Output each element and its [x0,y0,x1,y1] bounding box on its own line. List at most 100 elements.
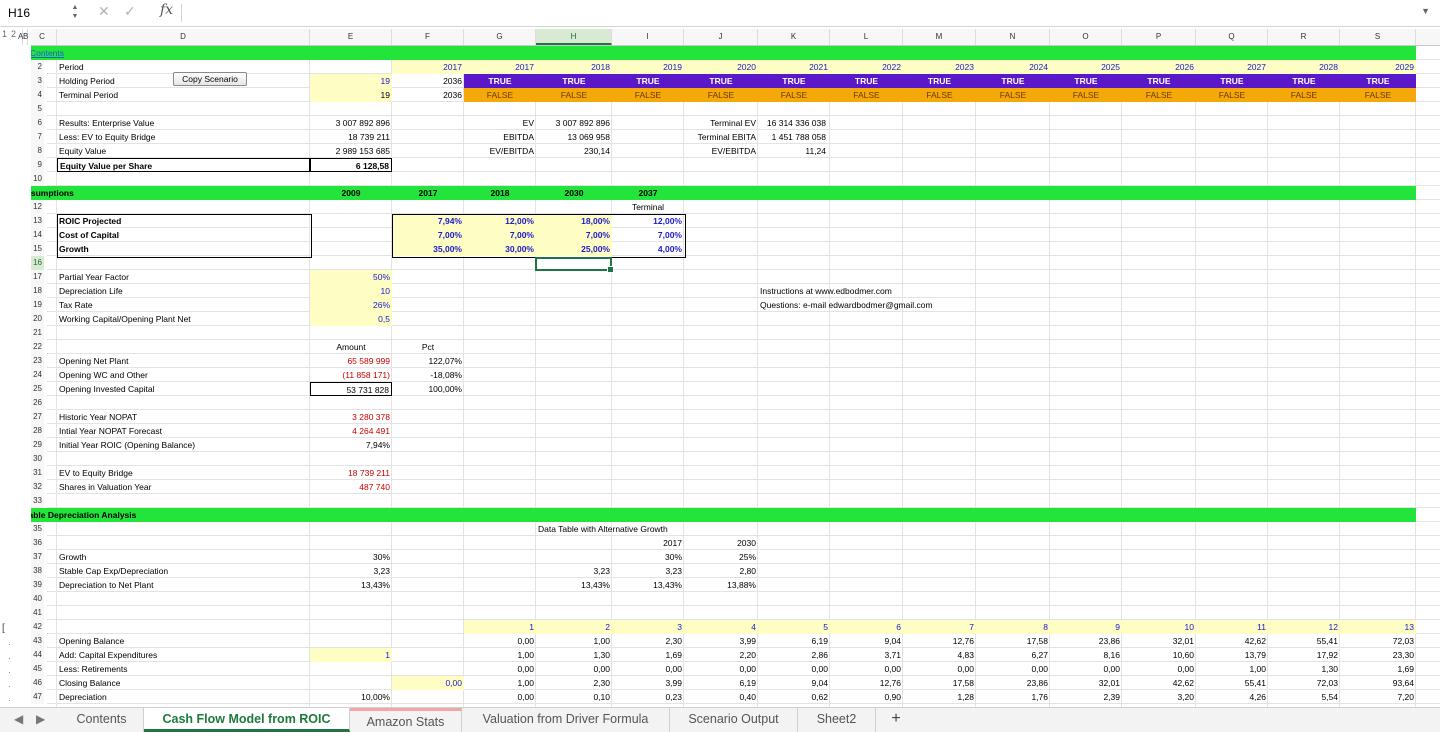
value-cell[interactable]: 10,00% [361,692,390,702]
row-header[interactable]: 12 [31,200,44,214]
value-cell[interactable]: 1,28 [957,692,974,702]
label-cell[interactable]: Cost of Capital [59,230,119,240]
name-box[interactable]: H16 [8,6,31,20]
value-cell[interactable]: 2,30 [593,678,610,688]
input-cell[interactable]: 0,00 [445,678,462,688]
label-cell[interactable]: Less: EV to Equity Bridge [59,132,156,142]
row-header[interactable]: 33 [31,494,44,508]
value-cell[interactable]: 6,19 [739,678,756,688]
column-header-e[interactable]: E [310,29,392,45]
flag-cell[interactable]: TRUE [1147,76,1171,86]
row-header[interactable]: 13 [31,214,44,228]
value-cell[interactable]: 1,30 [593,650,610,660]
value-cell[interactable]: 3,99 [665,678,682,688]
tab-cash-flow-model[interactable]: Cash Flow Model from ROIC [144,708,350,732]
value-cell[interactable]: 16 314 336 038 [766,118,826,128]
row-header[interactable]: 21 [31,326,44,340]
row-header[interactable]: 36 [31,536,44,550]
row-header[interactable]: 30 [31,452,44,466]
input-cell[interactable]: 0,5 [378,314,390,324]
column-header-a[interactable]: A [18,29,23,45]
input-cell[interactable]: 7,94% [437,216,462,226]
label-cell[interactable]: Stable Cap Exp/Depreciation [59,566,169,576]
row-header[interactable]: 7 [31,130,44,144]
flag-cell[interactable]: TRUE [1366,76,1390,86]
year-cell[interactable]: 2022 [882,62,901,72]
column-header-p[interactable]: P [1122,29,1196,45]
expand-formula-icon[interactable]: ▼ [1421,6,1430,16]
row-header[interactable]: 24 [31,368,44,382]
value-cell[interactable]: 2017 [663,538,682,548]
value-cell[interactable]: 23,86 [1026,678,1048,688]
confirm-icon[interactable]: ✓ [124,3,136,19]
row-header[interactable]: 28 [31,424,44,438]
index-cell[interactable]: 7 [969,622,974,632]
value-cell[interactable]: 13,88% [727,580,756,590]
value-cell[interactable]: 25% [738,552,756,562]
row-header[interactable]: 3 [31,74,44,88]
value-cell[interactable]: 0,00 [1103,664,1120,674]
year-cell[interactable]: 2024 [1029,62,1048,72]
flag-cell[interactable]: FALSE [926,90,953,100]
tab-sheet2[interactable]: Sheet2 [798,708,876,732]
tab-scenario-output[interactable]: Scenario Output [670,708,798,732]
year-cell[interactable]: 2019 [663,62,682,72]
value-cell[interactable]: 42,62 [1172,678,1194,688]
column-header-c[interactable]: C [28,29,57,45]
column-header-m[interactable]: M [903,29,976,45]
input-cell[interactable]: 26% [372,300,390,310]
add-sheet-button[interactable]: + [891,710,901,727]
row-header[interactable]: 6 [31,116,44,130]
value-cell[interactable]: 0,00 [517,664,534,674]
label-cell[interactable]: Partial Year Factor [59,272,129,282]
value-cell[interactable]: 32,01 [1098,678,1120,688]
value-cell[interactable]: 2017 [443,62,462,72]
value-cell[interactable]: 23,30 [1392,650,1414,660]
year-cell[interactable]: 2027 [1247,62,1266,72]
value-cell[interactable]: 13 069 958 [567,132,610,142]
row-header[interactable]: 16 [31,256,44,270]
value-cell[interactable]: 3 007 892 896 [335,118,390,128]
value-cell[interactable]: 1,00 [1249,664,1266,674]
year-cell[interactable]: 2018 [591,62,610,72]
value-cell[interactable]: 3,20 [1177,692,1194,702]
contents-link[interactable]: Contents [31,48,65,58]
flag-cell[interactable]: TRUE [488,76,512,86]
row-header[interactable]: 20 [31,312,44,326]
row-header[interactable]: 32 [31,480,44,494]
value-cell[interactable]: 3,71 [884,650,901,660]
section-title[interactable]: Stable Depreciation Analysis [31,510,137,520]
value-cell[interactable]: 13,43% [581,580,610,590]
value-cell[interactable]: 3 007 892 896 [555,118,610,128]
label-cell[interactable]: Working Capital/Opening Plant Net [59,314,191,324]
flag-cell[interactable]: FALSE [486,90,514,100]
worksheet-grid[interactable]: 1234567891011121314151617181920212223242… [31,46,1440,707]
value-cell[interactable]: 0,23 [665,692,682,702]
input-cell[interactable]: 7,00% [437,230,462,240]
input-cell[interactable]: 10 [380,286,390,296]
label-cell[interactable]: Data Table with Alternative Growth [538,524,668,534]
row-header[interactable]: 15 [31,242,44,256]
flag-cell[interactable]: FALSE [707,90,735,100]
column-header-l[interactable]: L [830,29,903,45]
row-header[interactable]: 14 [31,228,44,242]
note-cell[interactable]: Questions: e-mail edwardbodmer@gmail.com [760,300,933,310]
group-bracket-icon[interactable]: [ [2,623,5,634]
next-sheet-icon[interactable]: ▶ [36,712,46,726]
row-header[interactable]: 41 [31,606,44,620]
flag-cell[interactable]: TRUE [854,76,879,86]
row-header[interactable]: 42 [31,620,44,634]
input-cell[interactable]: 4,00% [657,244,682,254]
value-cell[interactable]: 0,00 [517,636,534,646]
value-cell[interactable]: 30% [664,552,682,562]
value-cell[interactable]: 9,04 [884,636,901,646]
value-cell[interactable]: 0,40 [739,692,756,702]
row-header[interactable]: 45 [31,662,44,676]
flag-cell[interactable]: FALSE [780,90,808,100]
row-header[interactable]: 22 [31,340,44,354]
value-cell[interactable]: 3,23 [373,566,390,576]
year-cell[interactable]: 2020 [737,62,756,72]
flag-cell[interactable]: TRUE [1292,76,1316,86]
index-cell[interactable]: 13 [1404,622,1414,632]
value-cell[interactable]: 17,58 [952,678,974,688]
